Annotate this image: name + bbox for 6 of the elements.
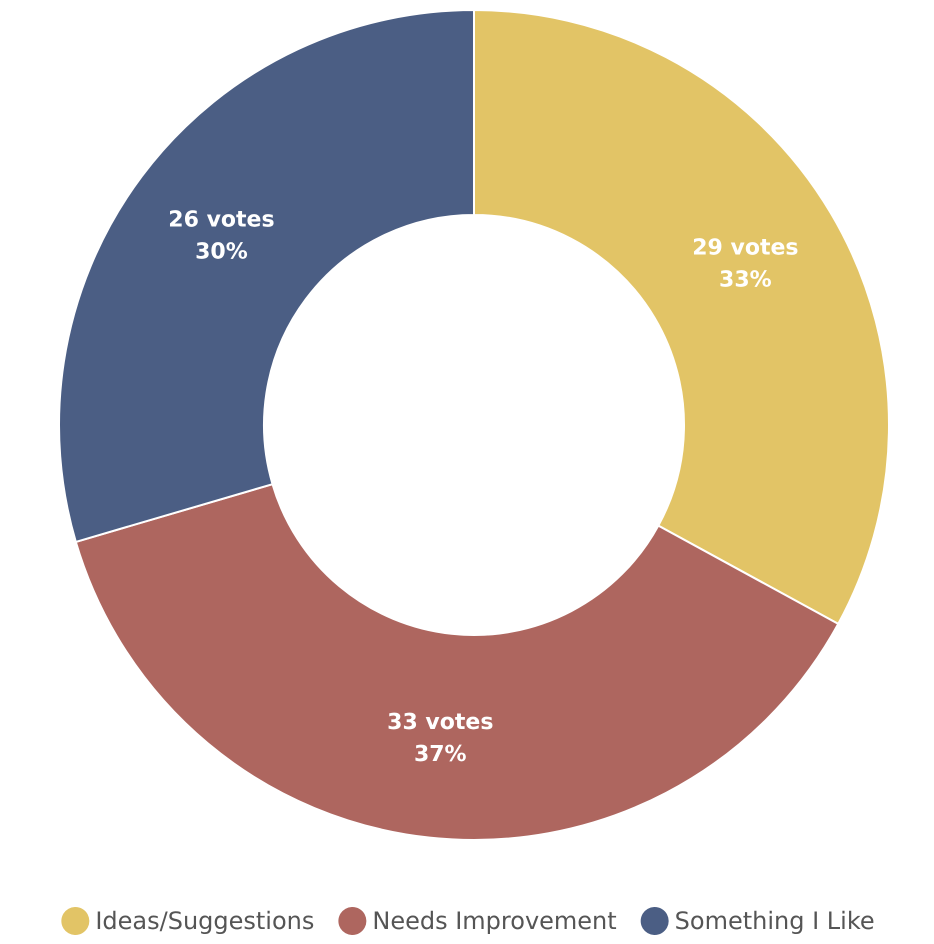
data-label: 33 votes 37%	[387, 710, 494, 768]
legend-label: Something I Like	[674, 907, 875, 935]
legend-label: Needs Improvement	[372, 907, 617, 935]
data-label: 26 votes 30%	[168, 207, 275, 264]
legend-label: Ideas/Suggestions	[95, 907, 314, 935]
data-label: 29 votes 33%	[692, 236, 798, 293]
